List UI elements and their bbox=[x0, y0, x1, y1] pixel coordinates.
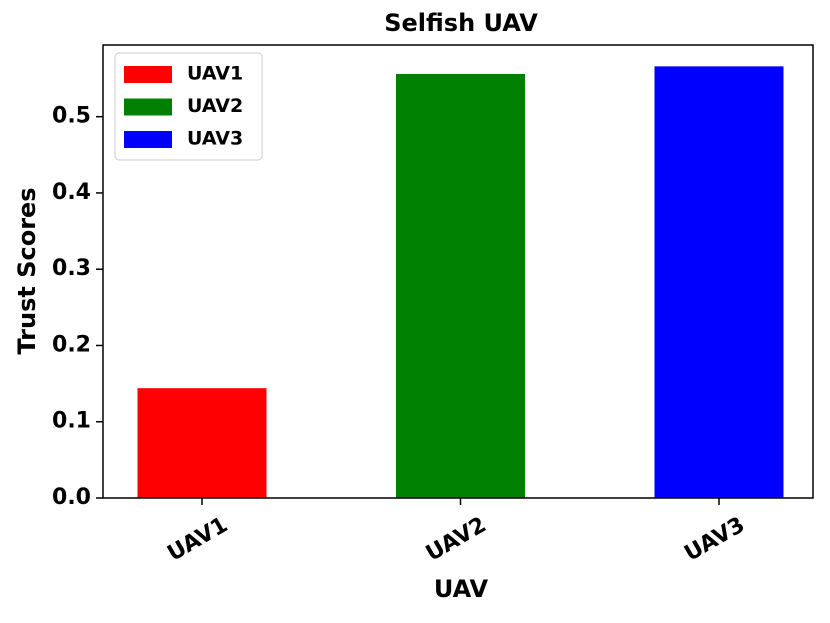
y-tick-label: 0.0 bbox=[52, 485, 91, 510]
bar bbox=[654, 66, 784, 498]
legend-label: UAV2 bbox=[187, 95, 243, 117]
x-axis-label: UAV bbox=[434, 575, 489, 603]
x-tick-label: UAV2 bbox=[422, 512, 491, 566]
y-tick-label: 0.1 bbox=[52, 409, 91, 434]
y-tick-label: 0.2 bbox=[52, 332, 91, 357]
chart-title: Selfish UAV bbox=[384, 9, 538, 37]
y-tick-label: 0.4 bbox=[52, 180, 91, 205]
legend-label: UAV3 bbox=[187, 128, 243, 150]
plot-frame bbox=[102, 44, 814, 499]
y-tick-label: 0.3 bbox=[52, 256, 91, 281]
legend-swatch bbox=[124, 66, 172, 83]
bar bbox=[396, 73, 525, 498]
bar bbox=[137, 388, 267, 498]
legend-label: UAV1 bbox=[187, 63, 243, 85]
y-tick-label: 0.5 bbox=[52, 104, 91, 129]
legend-swatch bbox=[124, 131, 172, 148]
x-tick-label: UAV3 bbox=[680, 512, 749, 566]
x-tick-label: UAV1 bbox=[163, 512, 232, 566]
y-axis-label: Trust Scores bbox=[13, 187, 41, 354]
legend-swatch bbox=[124, 98, 172, 116]
